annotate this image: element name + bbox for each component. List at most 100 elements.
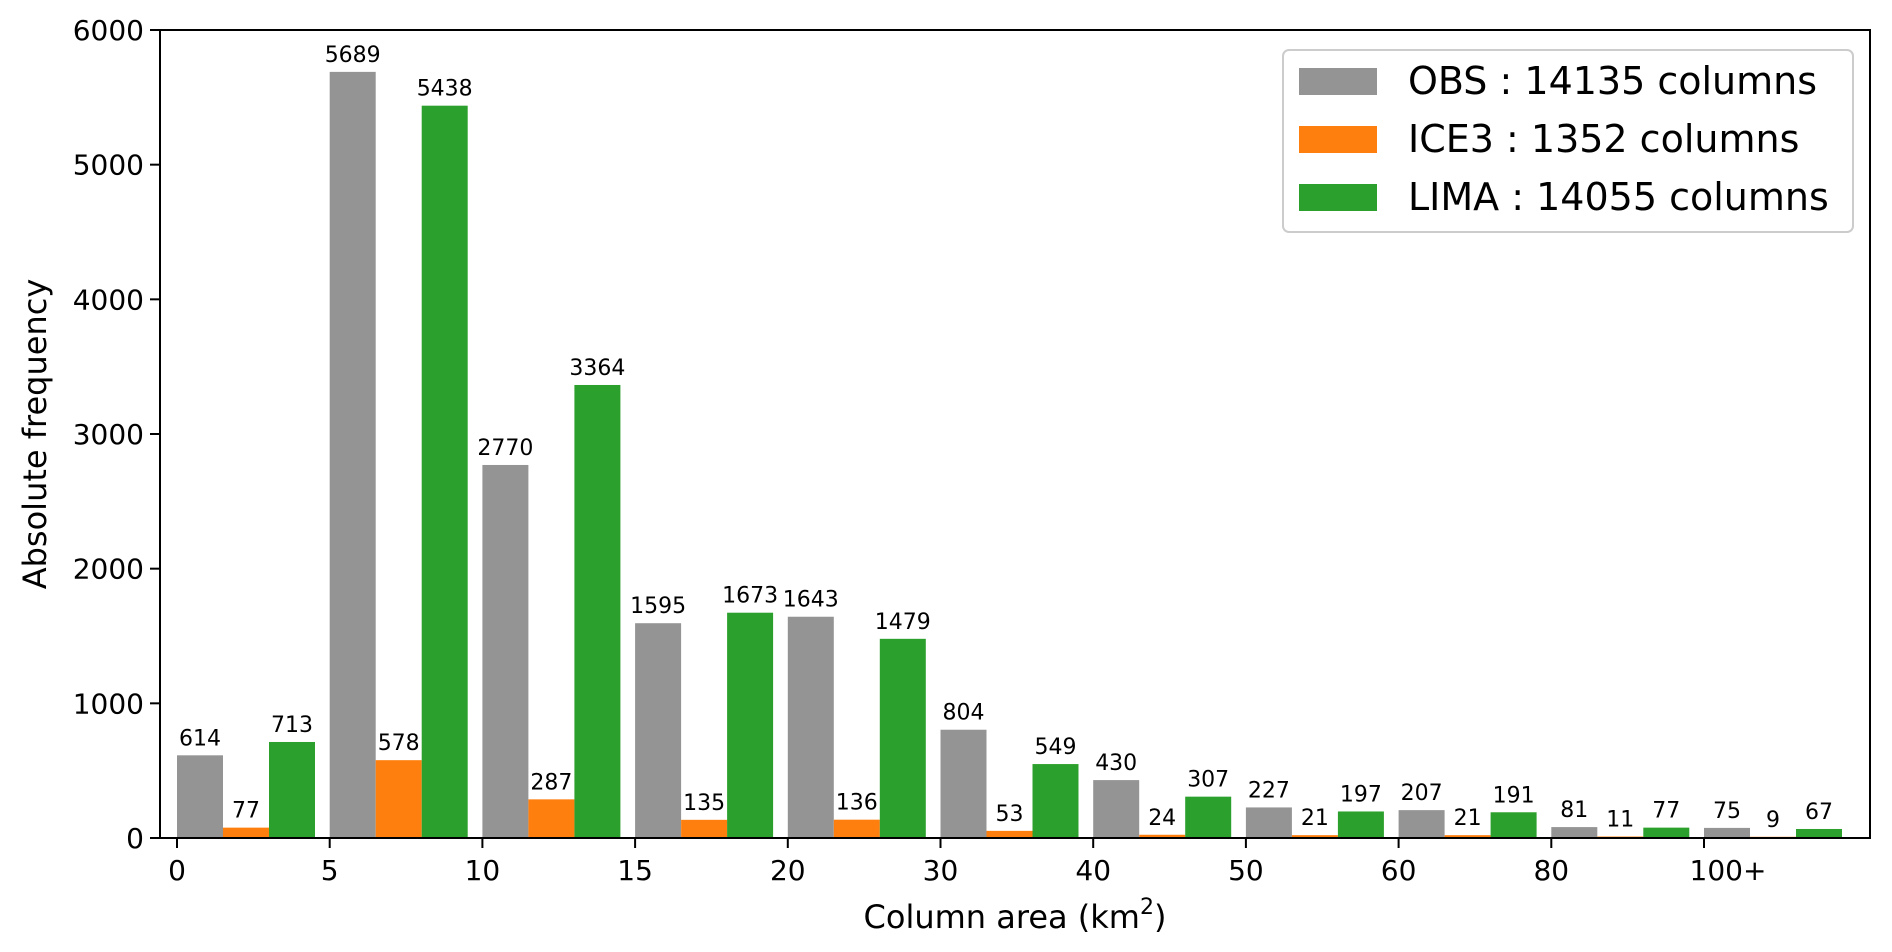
x-tick-label: 5 [321, 854, 339, 887]
bar-obs-5 [940, 729, 987, 838]
bar-label-obs-7: 227 [1248, 778, 1290, 803]
bar-lima-1 [421, 105, 468, 838]
bar-lima-3 [727, 612, 774, 838]
bar-label-obs-4: 1643 [783, 588, 839, 613]
bar-label-ice3-2: 287 [530, 770, 572, 795]
bar-obs-9 [1551, 827, 1598, 838]
bar-lima-10 [1796, 828, 1842, 838]
y-tick-label: 3000 [73, 418, 144, 451]
y-axis-ticks: 0 1000 2000 3000 4000 5000 6000 [73, 14, 160, 855]
bar-lima-7 [1337, 811, 1384, 838]
x-tick-label: 40 [1075, 854, 1111, 887]
bar-ice3-7 [1291, 835, 1338, 838]
x-axis-title: Column area (km2) [864, 895, 1167, 936]
bar-label-ice3-9: 11 [1606, 808, 1634, 833]
legend-label-lima: LIMA : 14055 columns [1408, 175, 1829, 219]
bar-lima-2 [574, 384, 621, 838]
y-tick-label: 1000 [73, 687, 144, 720]
bar-label-ice3-3: 135 [683, 791, 725, 816]
bar-label-obs-8: 207 [1401, 781, 1443, 806]
bar-lima-5 [1032, 764, 1079, 838]
bar-ice3-8 [1444, 835, 1491, 838]
bar-label-lima-4: 1479 [875, 610, 931, 635]
y-axis-title: Absolute frequency [16, 279, 54, 590]
bar-label-ice3-6: 24 [1148, 806, 1176, 831]
x-axis-title-superscript: 2 [1140, 895, 1154, 920]
bar-obs-3 [635, 623, 682, 838]
legend: OBS : 14135 columns ICE3 : 1352 columns LI… [1282, 49, 1854, 233]
bar-lima-6 [1185, 796, 1232, 838]
y-tick-label: 5000 [73, 149, 144, 182]
bar-obs-1 [329, 71, 376, 838]
bar-label-obs-2: 2770 [477, 436, 533, 461]
legend-label-ice3: ICE3 : 1352 columns [1408, 117, 1799, 161]
bar-label-obs-10: 75 [1713, 799, 1741, 824]
y-tick-label: 4000 [73, 283, 144, 316]
bar-lima-0 [269, 741, 315, 838]
bar-label-lima-2: 3364 [569, 356, 625, 381]
x-tick-label: 100+ [1690, 854, 1767, 887]
y-tick-label: 6000 [73, 14, 144, 47]
bar-label-lima-9: 77 [1652, 799, 1680, 824]
bar-ice3-2 [528, 799, 575, 838]
x-tick-label: 80 [1533, 854, 1569, 887]
bar-label-lima-1: 5438 [417, 77, 473, 102]
x-axis-title-suffix: ) [1154, 898, 1166, 936]
bar-lima-8 [1490, 812, 1537, 838]
x-tick-label: 30 [923, 854, 959, 887]
bar-ice3-5 [986, 830, 1033, 838]
bar-label-lima-10: 67 [1805, 800, 1833, 825]
bar-obs-4 [787, 616, 834, 838]
bar-label-ice3-1: 578 [378, 731, 420, 756]
y-tick-label: 2000 [73, 553, 144, 586]
legend-swatch-obs [1299, 68, 1377, 95]
legend-label-obs: OBS : 14135 columns [1408, 59, 1817, 103]
legend-swatch-ice3 [1299, 126, 1377, 153]
bar-label-obs-6: 430 [1095, 751, 1137, 776]
bar-obs-8 [1398, 810, 1445, 838]
y-tick-label: 0 [126, 822, 144, 855]
x-axis-title-main: Column area (km [864, 898, 1140, 936]
x-tick-label: 15 [617, 854, 653, 887]
x-axis-ticks: 0 5 10 15 20 30 40 50 60 80 100+ [168, 838, 1766, 887]
bar-ice3-0 [223, 827, 269, 838]
x-tick-label: 60 [1381, 854, 1417, 887]
bars-group [177, 71, 1842, 838]
bar-label-obs-9: 81 [1560, 798, 1588, 823]
bar-label-ice3-5: 53 [996, 802, 1024, 827]
bar-label-lima-5: 549 [1035, 735, 1077, 760]
bar-lima-9 [1643, 827, 1690, 838]
x-tick-label: 20 [770, 854, 806, 887]
bar-label-lima-7: 197 [1340, 782, 1382, 807]
bar-label-obs-3: 1595 [630, 594, 686, 619]
bar-label-obs-1: 5689 [325, 43, 381, 68]
bar-labels-group: 614 5689 2770 1595 1643 804 430 227 207 81 75 77 578… [179, 43, 1833, 833]
bar-label-lima-8: 191 [1493, 783, 1535, 808]
bar-label-ice3-7: 21 [1301, 806, 1329, 831]
bar-ice3-1 [375, 760, 422, 838]
legend-swatch-lima [1299, 184, 1377, 211]
bar-obs-2 [482, 464, 529, 838]
bar-obs-10 [1704, 827, 1750, 838]
bar-ice3-3 [681, 819, 728, 838]
bar-label-ice3-10: 9 [1766, 808, 1780, 833]
bar-lima-4 [879, 638, 926, 838]
bar-obs-7 [1245, 807, 1292, 838]
bar-ice3-4 [833, 819, 880, 838]
x-tick-label: 50 [1228, 854, 1264, 887]
bar-obs-6 [1093, 780, 1140, 838]
bar-label-lima-0: 713 [271, 713, 313, 738]
x-tick-label: 10 [465, 854, 501, 887]
bar-label-obs-5: 804 [943, 701, 985, 726]
legend-frame [1282, 49, 1854, 233]
bar-obs-0 [177, 755, 223, 838]
bar-label-ice3-4: 136 [836, 791, 878, 816]
bar-label-ice3-8: 21 [1454, 806, 1482, 831]
bar-label-ice3-0: 77 [232, 799, 260, 824]
bar-label-lima-6: 307 [1187, 768, 1229, 793]
x-tick-label: 0 [168, 854, 186, 887]
bar-ice3-6 [1139, 834, 1186, 838]
bar-label-obs-0: 614 [179, 726, 221, 751]
bar-label-lima-3: 1673 [722, 584, 778, 609]
